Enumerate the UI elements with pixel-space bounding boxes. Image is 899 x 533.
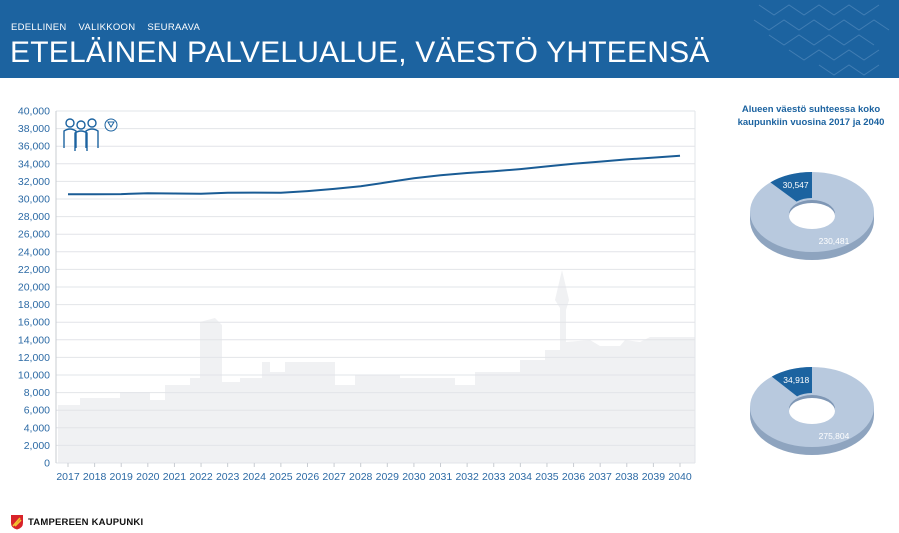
city-logo: TAMPEREEN KAUPUNKI [10,514,143,530]
x-tick-label: 2040 [668,471,692,483]
x-tick-label: 2024 [243,471,267,483]
x-tick-label: 2033 [482,471,506,483]
donut-hole [789,203,835,229]
y-tick-label: 8,000 [24,387,50,399]
x-tick-label: 2039 [642,471,666,483]
y-tick-label: 20,000 [18,282,50,294]
next-link[interactable]: SEURAAVA [147,22,201,33]
line-chart: 0 2,000 4,000 6,000 8,000 10,000 12,000 14,000 1… [18,106,696,483]
x-tick-label: 2036 [562,471,586,483]
y-tick-label: 16,000 [18,317,50,329]
prev-link[interactable]: EDELLINEN [11,22,67,33]
x-tick-label: 2025 [269,471,293,483]
y-tick-label: 0 [44,458,50,470]
x-tick-label: 2019 [110,471,134,483]
x-tick-label: 2038 [615,471,639,483]
y-tick-label: 34,000 [18,158,50,170]
city-crest-icon [11,515,23,530]
menu-link[interactable]: VALIKKOON [78,22,136,33]
y-tick-label: 40,000 [18,106,50,118]
y-tick-label: 18,000 [18,299,50,311]
y-tick-label: 36,000 [18,141,50,153]
x-tick-label: 2026 [296,471,320,483]
filter-icon[interactable] [104,118,118,132]
x-tick-label: 2028 [349,471,373,483]
x-tick-label: 2022 [189,471,213,483]
x-tick-label: 2023 [216,471,240,483]
y-tick-label: 2,000 [24,440,50,452]
x-tick-label: 2017 [56,471,80,483]
donut-hole [789,398,835,424]
x-tick-label: 2034 [509,471,533,483]
y-axis: 0 2,000 4,000 6,000 8,000 10,000 12,000 14,000 1… [18,106,50,470]
y-tick-label: 38,000 [18,123,50,135]
y-tick-label: 10,000 [18,370,50,382]
y-tick-label: 32,000 [18,176,50,188]
x-tick-label: 2030 [402,471,426,483]
donut-label-area: 34,918 [783,375,809,385]
x-tick-label: 2021 [163,471,187,483]
y-tick-label: 22,000 [18,264,50,276]
y-tick-label: 24,000 [18,246,50,258]
donut-chart-2040: 34,918 275,804 [750,367,874,455]
donut-chart-title: Alueen väestö suhteessa koko kaupunkiin … [737,104,885,128]
y-tick-label: 6,000 [24,405,50,417]
donut-chart-2017: 30,547 230,481 [750,172,874,260]
x-tick-label: 2027 [322,471,346,483]
donut-label-area: 30,547 [783,180,809,190]
header-pattern-icon [753,4,890,76]
y-tick-label: 12,000 [18,352,50,364]
x-tick-label: 2018 [83,471,107,483]
donut-slice-area [770,172,812,202]
top-nav: EDELLINEN VALIKKOON SEURAAVA [11,22,200,33]
x-tick-label: 2032 [455,471,479,483]
x-tick-label: 2029 [376,471,400,483]
y-tick-label: 30,000 [18,194,50,206]
x-axis: 2017 2018 2019 2020 2021 2022 2023 2024 2025 2026… [56,463,692,483]
logo-text: TAMPEREEN KAUPUNKI [28,516,144,528]
donut-label-rest: 275,804 [819,431,850,441]
y-tick-label: 28,000 [18,211,50,223]
skyline-background [58,270,695,463]
x-tick-label: 2031 [429,471,453,483]
x-tick-label: 2020 [136,471,160,483]
series-line [68,154,681,196]
y-tick-label: 26,000 [18,229,50,241]
page-title: ETELÄINEN PALVELUALUE, VÄESTÖ YHTEENSÄ [10,36,710,69]
chart-grid [55,110,696,464]
y-tick-label: 4,000 [24,422,50,434]
x-tick-label: 2037 [588,471,612,483]
donut-slice-area [771,367,812,397]
header-bar: EDELLINEN VALIKKOON SEURAAVA ETELÄINEN P… [0,0,899,78]
x-tick-label: 2035 [535,471,559,483]
people-icon [63,118,99,151]
donut-label-rest: 230,481 [819,236,850,246]
y-tick-label: 14,000 [18,334,50,346]
